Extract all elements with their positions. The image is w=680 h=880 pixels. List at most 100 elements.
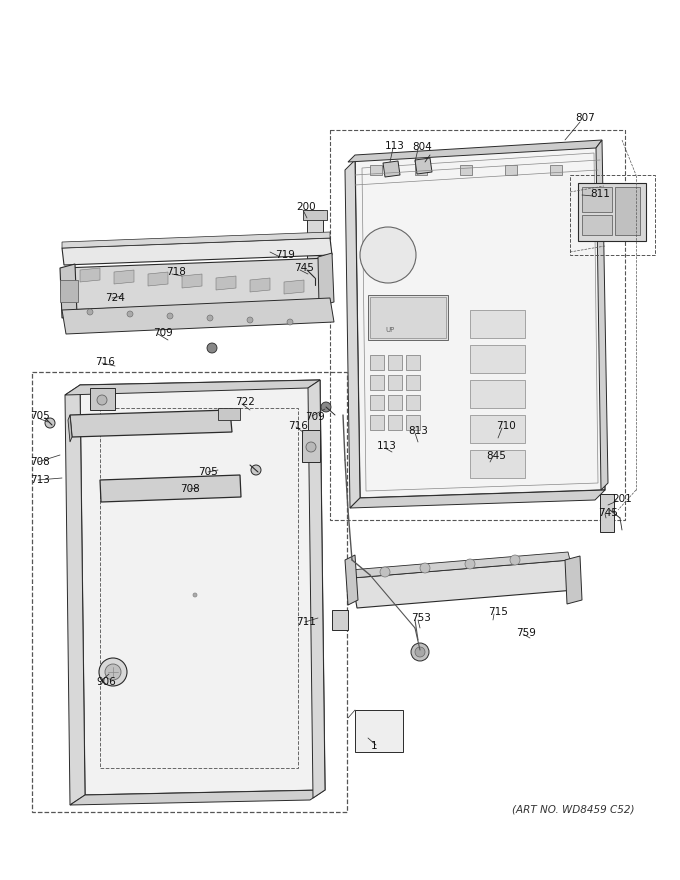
Polygon shape [350,490,605,508]
Text: 709: 709 [153,328,173,338]
Circle shape [105,664,121,680]
Polygon shape [345,555,358,605]
Circle shape [251,465,261,475]
Text: (ART NO. WD8459 C52): (ART NO. WD8459 C52) [513,805,635,815]
Polygon shape [355,145,605,498]
Text: 708: 708 [180,484,200,494]
Circle shape [287,319,293,325]
Text: 716: 716 [95,357,115,367]
Text: 719: 719 [275,250,295,260]
Circle shape [321,402,331,412]
Bar [406,375,420,390]
Bar [550,165,562,175]
Circle shape [380,567,390,577]
Polygon shape [80,268,100,282]
Bar [368,295,448,340]
Circle shape [87,309,93,315]
Bar [388,355,402,370]
Bar [32,372,347,812]
Bar [505,165,517,175]
Bar [615,187,640,235]
Polygon shape [216,276,236,290]
Bar [370,297,446,338]
Circle shape [411,643,429,661]
Polygon shape [68,415,72,442]
Circle shape [415,647,425,657]
Bar [370,395,384,410]
Text: 807: 807 [575,113,595,123]
Bar [60,280,78,302]
Circle shape [193,593,197,597]
Bar [388,415,402,430]
Text: 713: 713 [30,475,50,485]
Text: 705: 705 [30,411,50,421]
Bar [388,375,402,390]
Text: 715: 715 [488,607,508,617]
Bar [370,355,384,370]
Bar [302,430,320,462]
Polygon shape [62,232,330,248]
Circle shape [167,313,173,319]
Text: 804: 804 [412,142,432,152]
Bar [370,165,382,175]
Polygon shape [182,274,202,288]
Polygon shape [345,160,360,508]
Circle shape [207,315,213,321]
Bar [460,165,472,175]
Text: 813: 813 [408,426,428,436]
Polygon shape [318,253,334,306]
Text: 113: 113 [385,141,405,151]
Text: 906: 906 [96,677,116,687]
Bar [582,187,612,212]
Bar [370,415,384,430]
Bar [388,395,402,410]
Polygon shape [62,258,333,310]
Circle shape [420,563,430,573]
Circle shape [207,343,217,353]
Text: 716: 716 [288,421,308,431]
Bar [303,210,327,220]
Polygon shape [65,385,85,805]
Text: 718: 718 [166,267,186,277]
Bar [406,415,420,430]
Polygon shape [70,410,232,437]
Bar [470,380,525,408]
Bar [218,408,240,420]
Polygon shape [565,556,582,604]
Bar [355,710,403,752]
Polygon shape [70,790,325,805]
Polygon shape [415,158,432,174]
Polygon shape [348,140,602,162]
Bar [470,415,525,443]
Text: 745: 745 [294,263,314,273]
Circle shape [317,269,323,275]
Text: UP: UP [386,327,394,333]
Text: 709: 709 [305,412,325,422]
Bar [470,345,525,373]
Circle shape [510,555,520,565]
Polygon shape [148,272,168,286]
Polygon shape [65,380,320,395]
Bar [470,310,525,338]
Polygon shape [250,278,270,292]
Text: 705: 705 [198,467,218,477]
Polygon shape [350,552,570,578]
Bar [470,450,525,478]
Text: 708: 708 [30,457,50,467]
Text: 845: 845 [486,451,506,461]
Text: 811: 811 [590,189,610,199]
Bar [307,210,323,270]
Text: 722: 722 [235,397,255,407]
Circle shape [99,658,127,686]
Polygon shape [100,475,241,502]
Polygon shape [308,380,325,798]
Circle shape [465,559,475,569]
Text: 753: 753 [411,613,431,623]
Polygon shape [62,298,334,334]
Circle shape [45,418,55,428]
Polygon shape [114,270,134,284]
Text: 113: 113 [377,441,397,451]
Polygon shape [80,380,325,795]
Polygon shape [62,238,332,265]
Bar [578,183,646,241]
